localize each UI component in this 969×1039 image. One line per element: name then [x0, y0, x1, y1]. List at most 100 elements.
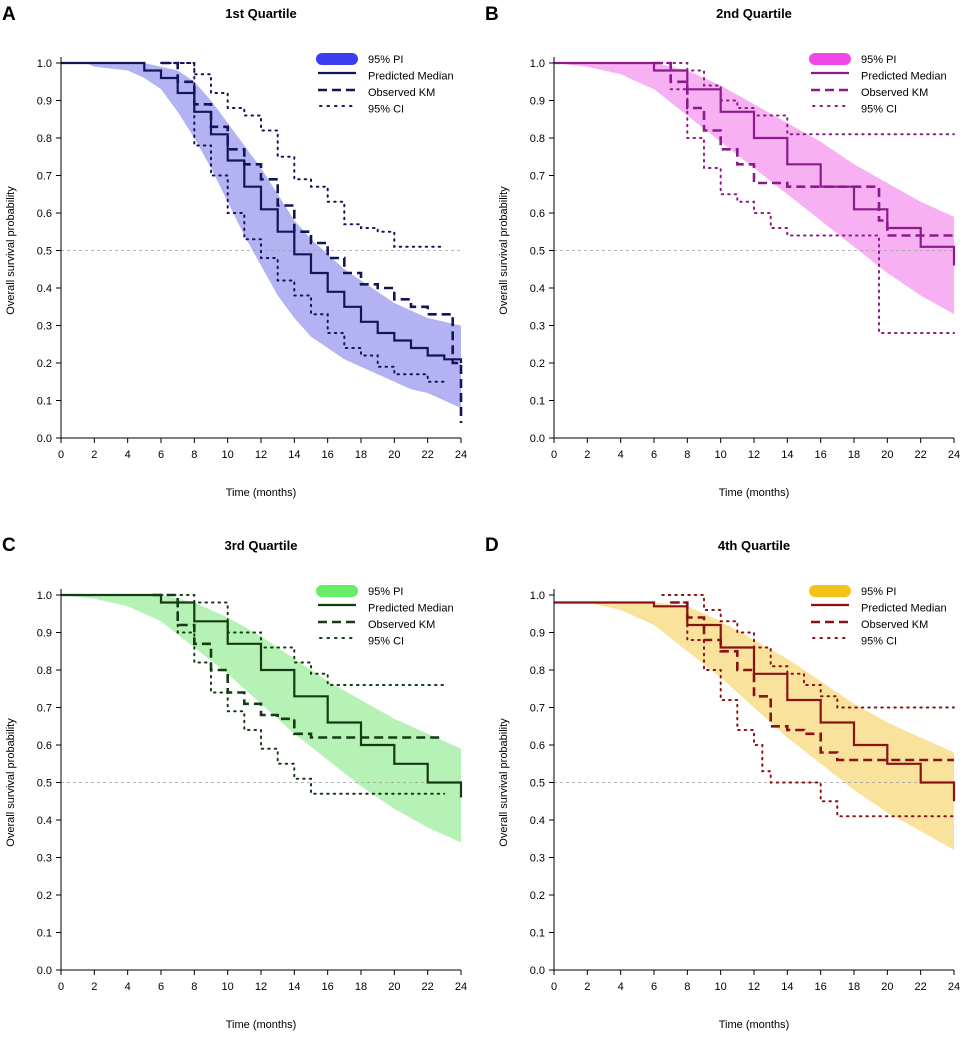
y-tick-label: 0.1 — [530, 396, 545, 408]
x-tick-label: 4 — [618, 449, 624, 461]
ci-lower-line — [669, 88, 955, 334]
x-tick-label: 10 — [222, 449, 234, 461]
y-tick-label: 1.0 — [37, 58, 52, 70]
ci-upper-line — [160, 594, 446, 686]
y-tick-label: 0.6 — [530, 740, 545, 752]
x-tick-label: 20 — [388, 981, 400, 993]
y-tick-label: 0.2 — [530, 890, 545, 902]
x-tick-label: 2 — [584, 449, 590, 461]
x-tick-label: 6 — [651, 449, 657, 461]
legend-label: Predicted Median — [368, 71, 454, 83]
y-tick-label: 0.9 — [37, 96, 52, 108]
x-tick-label: 20 — [881, 981, 893, 993]
prediction-interval-band — [554, 63, 954, 315]
y-tick-label: 1.0 — [530, 58, 545, 70]
x-tick-label: 18 — [848, 981, 860, 993]
x-tick-label: 6 — [158, 981, 164, 993]
legend-label: 95% CI — [861, 636, 897, 648]
x-tick-label: 8 — [684, 981, 690, 993]
ci-lower-line — [669, 601, 955, 818]
x-tick-label: 0 — [58, 981, 64, 993]
x-tick-label: 14 — [288, 981, 300, 993]
observed-km-line — [654, 61, 954, 237]
x-tick-label: 10 — [222, 981, 234, 993]
ci-lower-line — [160, 601, 446, 795]
prediction-interval-band — [554, 602, 954, 850]
x-tick-label: 12 — [255, 449, 267, 461]
x-tick-label: 18 — [848, 449, 860, 461]
x-tick-label: 18 — [355, 981, 367, 993]
x-tick-label: 8 — [684, 449, 690, 461]
observed-km-line — [161, 61, 463, 423]
legend-label: Predicted Median — [368, 603, 454, 615]
x-tick-label: 20 — [881, 449, 893, 461]
panel-letter: C — [2, 535, 16, 556]
y-tick-label: 0.2 — [530, 358, 545, 370]
y-tick-label: 0.6 — [530, 208, 545, 220]
y-tick-label: 0.1 — [530, 928, 545, 940]
legend: 95% PI Predicted Median Observed KM 95% CI — [809, 53, 947, 116]
y-tick-label: 0.9 — [530, 628, 545, 640]
predicted-median-line — [61, 61, 463, 363]
x-tick-label: 24 — [455, 981, 467, 993]
y-axis-title: Overall survival probability — [498, 186, 510, 315]
x-tick-label: 10 — [715, 449, 727, 461]
y-tick-label: 0.8 — [37, 665, 52, 677]
legend-swatch-band — [809, 53, 851, 65]
y-tick-label: 1.0 — [37, 590, 52, 602]
y-axis-title: Overall survival probability — [498, 718, 510, 847]
x-tick-label: 2 — [91, 981, 97, 993]
y-tick-label: 0.4 — [37, 815, 52, 827]
chart-title: 2nd Quartile — [716, 6, 792, 21]
y-tick-label: 0.9 — [37, 628, 52, 640]
chart-title: 4th Quartile — [718, 538, 790, 553]
y-tick-label: 0.4 — [530, 283, 545, 295]
y-tick-label: 0.7 — [530, 703, 545, 715]
chart-title: 1st Quartile — [225, 6, 297, 21]
panel-letter: D — [485, 535, 499, 556]
y-axis-title: Overall survival probability — [5, 186, 17, 315]
y-tick-label: 0.8 — [37, 133, 52, 145]
x-tick-label: 4 — [125, 981, 131, 993]
x-axis-title: Time (months) — [226, 1019, 297, 1031]
x-tick-label: 22 — [915, 449, 927, 461]
y-tick-label: 0.3 — [530, 853, 545, 865]
x-tick-label: 24 — [455, 449, 467, 461]
y-tick-label: 0.9 — [530, 96, 545, 108]
y-tick-label: 1.0 — [530, 590, 545, 602]
legend-swatch-band — [809, 585, 851, 597]
ci-upper-line — [653, 62, 955, 136]
x-tick-label: 2 — [584, 981, 590, 993]
chart-title: 3rd Quartile — [225, 538, 298, 553]
x-tick-label: 0 — [58, 449, 64, 461]
x-axis-title: Time (months) — [719, 1019, 790, 1031]
x-axis-title: Time (months) — [226, 487, 297, 499]
y-tick-label: 0.4 — [530, 815, 545, 827]
y-tick-label: 0.8 — [530, 133, 545, 145]
observed-km-line — [152, 593, 445, 739]
x-tick-label: 6 — [651, 981, 657, 993]
y-tick-label: 0.6 — [37, 740, 52, 752]
x-tick-label: 4 — [618, 981, 624, 993]
x-tick-label: 18 — [355, 449, 367, 461]
x-tick-label: 22 — [422, 981, 434, 993]
y-tick-label: 0.7 — [37, 703, 52, 715]
y-tick-label: 0.3 — [530, 321, 545, 333]
x-tick-label: 14 — [781, 981, 793, 993]
y-tick-label: 0.1 — [37, 928, 52, 940]
x-tick-label: 6 — [158, 449, 164, 461]
legend-label: Observed KM — [861, 87, 928, 99]
x-tick-label: 16 — [815, 981, 827, 993]
legend-label: 95% PI — [861, 586, 896, 598]
x-tick-label: 12 — [748, 449, 760, 461]
y-tick-label: 0.1 — [37, 396, 52, 408]
y-tick-label: 0.4 — [37, 283, 52, 295]
legend-label: Predicted Median — [861, 71, 947, 83]
y-tick-label: 0.0 — [37, 433, 52, 445]
y-tick-label: 0.7 — [530, 171, 545, 183]
x-tick-label: 0 — [551, 449, 557, 461]
panel-letter: B — [485, 4, 499, 25]
